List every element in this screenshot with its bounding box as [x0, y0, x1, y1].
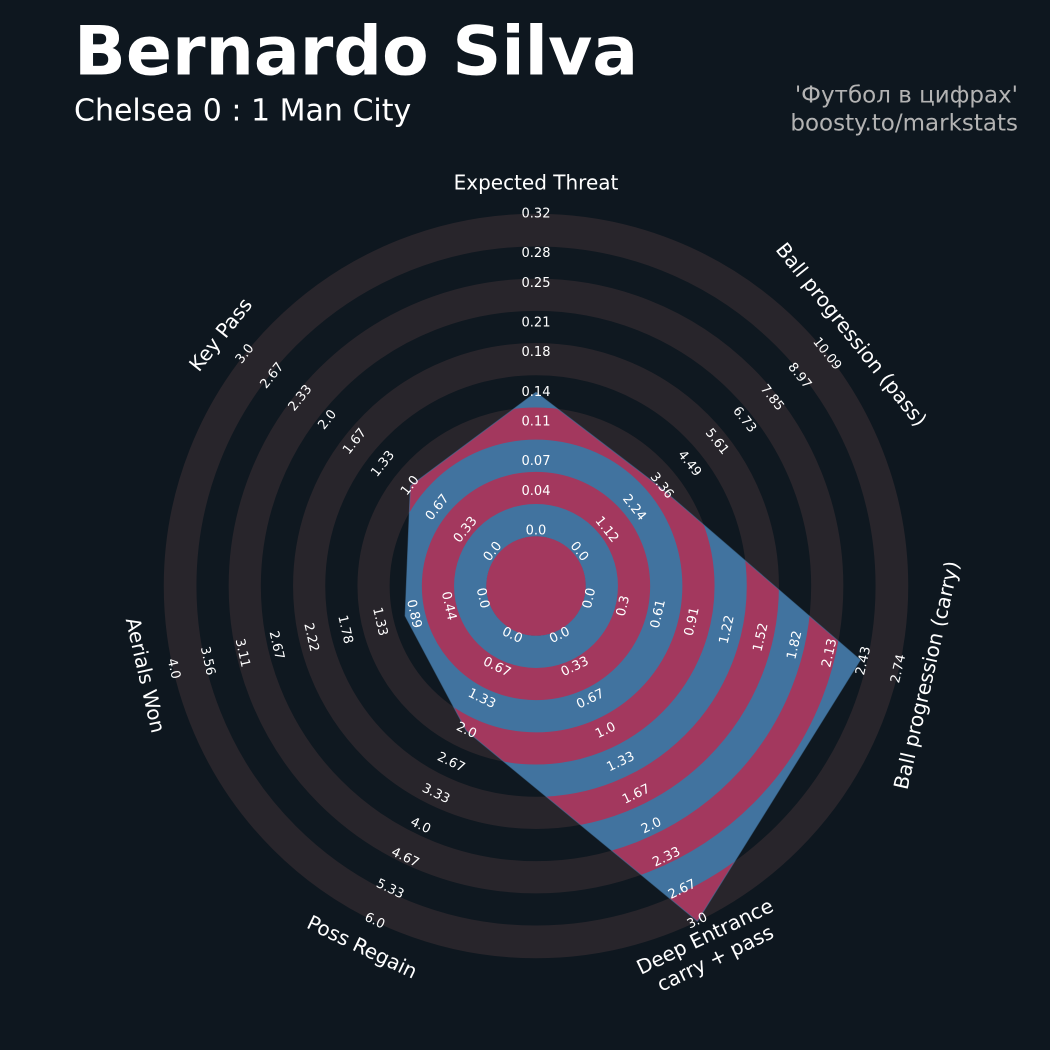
- tick-label: 0.28: [522, 246, 551, 261]
- tick-label: 0.25: [522, 276, 551, 291]
- tick-label: 0.32: [522, 207, 551, 222]
- credit: boosty.to/markstats: [790, 111, 1018, 137]
- tick-label: 1.78: [334, 614, 355, 646]
- tick-label: 1.52: [751, 622, 772, 654]
- ring: [195, 245, 877, 927]
- credit: 'Футбол в цифрах': [795, 83, 1018, 109]
- ring: [163, 213, 909, 959]
- radar-polygon: [404, 391, 861, 922]
- tick-label: 0.07: [522, 454, 551, 469]
- category-label: Expected Threat: [454, 171, 619, 195]
- tick-label: 3.56: [197, 645, 218, 677]
- tick-label: 2.43: [853, 645, 874, 677]
- tick-label: 1.82: [784, 629, 805, 661]
- tick-label: 2.74: [888, 653, 909, 685]
- tick-label: 0.3: [614, 594, 633, 618]
- chart-title: Bernardo Silva: [74, 13, 638, 92]
- ring: [453, 503, 619, 669]
- ring: [228, 278, 844, 894]
- tick-label: 0.0: [526, 524, 547, 539]
- tick-label: 0.61: [648, 598, 669, 630]
- tick-label: 0.89: [403, 598, 424, 630]
- tick-label: 2.67: [266, 630, 287, 662]
- ring: [260, 310, 812, 862]
- tick-label: 2.22: [300, 622, 321, 654]
- tick-label: 1.22: [717, 614, 738, 646]
- tick-label: 0.14: [522, 385, 551, 400]
- tick-label: 0.91: [682, 606, 703, 638]
- tick-label: 0.11: [522, 415, 551, 430]
- ring: [405, 406, 716, 766]
- tick-label: 2.13: [819, 637, 840, 669]
- tick-label: 0.44: [438, 590, 459, 622]
- tick-label: 0.0: [473, 586, 492, 610]
- ring: [405, 392, 748, 798]
- tick-label: 3.11: [232, 637, 253, 669]
- chart-subtitle: Chelsea 0 : 1 Man City: [74, 94, 411, 129]
- tick-label: 0.18: [522, 345, 551, 360]
- tick-label: 1.33: [369, 606, 390, 638]
- tick-label: 0.0: [580, 586, 599, 610]
- center-disk: [486, 536, 586, 636]
- tick-label: 4.0: [164, 657, 183, 681]
- tick-label: 0.21: [522, 315, 551, 330]
- tick-label: 0.04: [522, 484, 551, 499]
- ring: [421, 471, 651, 701]
